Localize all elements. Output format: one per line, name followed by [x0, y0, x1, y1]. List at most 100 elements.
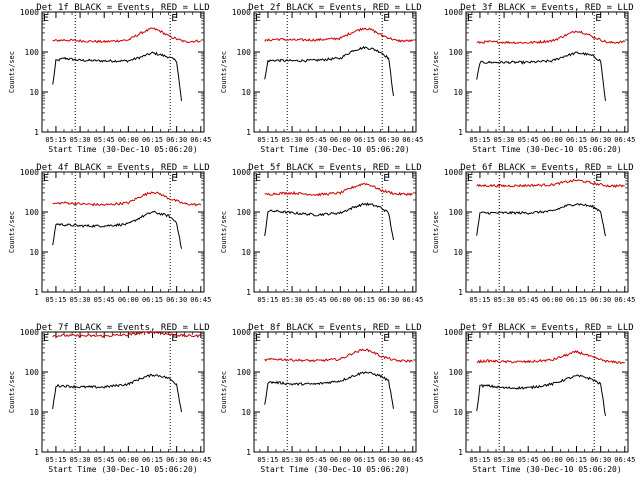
x-tick-label: 05:45: [518, 296, 539, 304]
y-tick-label: 100: [237, 208, 252, 217]
x-tick-label: 06:30: [378, 136, 399, 144]
plot-title: Det 3f BLACK = Events, RED = LLD: [460, 3, 633, 13]
events-series-line: [264, 45, 394, 96]
x-axis-label: Start Time (30-Dec-10 05:06:20): [472, 465, 621, 474]
x-tick-label: 05:15: [45, 456, 66, 464]
detector-plot-1: Det 1f BLACK = Events, RED = LLD Counts/s…: [8, 3, 211, 154]
y-tick-label: 10: [29, 408, 39, 417]
x-tick-label: 05:15: [45, 296, 66, 304]
x-tick-label: 05:30: [282, 136, 303, 144]
x-tick-label: 06:45: [190, 456, 211, 464]
x-tick-label: 06:30: [166, 136, 187, 144]
x-tick-label: 06:45: [190, 296, 211, 304]
x-tick-label: 06:45: [190, 136, 211, 144]
event-marker-label: E: [43, 173, 49, 184]
x-tick-label: 06:00: [330, 456, 351, 464]
x-tick-label: 05:15: [469, 456, 490, 464]
y-axis-label: Counts/sec: [432, 371, 440, 413]
event-marker-label: E: [595, 173, 601, 184]
x-tick-label: 06:00: [118, 456, 139, 464]
y-axis-label: Counts/sec: [432, 211, 440, 253]
detector-plot-3: Det 3f BLACK = Events, RED = LLD Counts/s…: [432, 3, 635, 154]
lld-series-line: [52, 27, 202, 44]
y-tick-label: 1000: [444, 328, 463, 337]
events-series-line: [264, 202, 394, 241]
plot-title: Det 1f BLACK = Events, RED = LLD: [36, 3, 209, 13]
plot-title: Det 6f BLACK = Events, RED = LLD: [460, 163, 633, 173]
lld-series-line: [52, 330, 202, 338]
y-tick-label: 1000: [20, 168, 39, 177]
plot-frame: [253, 171, 417, 293]
x-axis-label: Start Time (30-Dec-10 05:06:20): [472, 145, 621, 154]
x-tick-label: 06:00: [330, 296, 351, 304]
x-axis-label: Start Time (30-Dec-10 05:06:20): [260, 145, 409, 154]
y-tick-label: 1000: [232, 8, 251, 17]
y-tick-label: 1: [246, 288, 251, 297]
y-axis-label: Counts/sec: [220, 371, 228, 413]
plot-frame: [465, 11, 629, 133]
events-series-line: [476, 202, 606, 237]
y-tick-label: 100: [25, 208, 40, 217]
y-axis-label: Counts/sec: [432, 51, 440, 93]
y-tick-label: 1: [458, 288, 463, 297]
x-axis-label: Start Time (30-Dec-10 05:06:20): [260, 465, 409, 474]
detector-plot-2: Det 2f BLACK = Events, RED = LLD Counts/s…: [220, 3, 423, 154]
x-tick-label: 06:45: [614, 456, 635, 464]
x-tick-label: 05:30: [70, 296, 91, 304]
x-tick-label: 06:30: [378, 296, 399, 304]
detector-plot-8: Det 8f BLACK = Events, RED = LLD Counts/s…: [220, 323, 423, 474]
events-series-line: [52, 373, 182, 413]
x-tick-label: 05:45: [306, 296, 327, 304]
lld-series-line: [264, 182, 414, 197]
y-axis-label: Counts/sec: [220, 211, 228, 253]
plot-frame: [41, 171, 205, 293]
plot-title: Det 8f BLACK = Events, RED = LLD: [248, 323, 421, 333]
event-marker-label: E: [171, 173, 177, 184]
detector-plot-6: Det 6f BLACK = Events, RED = LLD Counts/s…: [432, 163, 635, 304]
x-tick-label: 06:15: [142, 296, 163, 304]
x-tick-label: 06:30: [378, 456, 399, 464]
y-tick-label: 100: [449, 368, 464, 377]
x-tick-label: 05:15: [257, 456, 278, 464]
detector-plot-9: Det 9f BLACK = Events, RED = LLD Counts/s…: [432, 323, 635, 474]
y-tick-label: 1: [34, 128, 39, 137]
y-tick-label: 10: [241, 88, 251, 97]
x-tick-label: 06:00: [330, 136, 351, 144]
x-tick-label: 06:15: [354, 136, 375, 144]
x-tick-label: 06:15: [354, 296, 375, 304]
plot-title: Det 5f BLACK = Events, RED = LLD: [248, 163, 421, 173]
x-tick-label: 06:30: [590, 296, 611, 304]
y-tick-label: 1: [246, 448, 251, 457]
y-tick-label: 10: [453, 88, 463, 97]
event-marker-label: E: [43, 333, 49, 344]
detector-plot-7: Det 7f BLACK = Events, RED = LLD Counts/s…: [8, 323, 211, 474]
x-tick-label: 05:30: [70, 136, 91, 144]
x-tick-label: 05:15: [257, 136, 278, 144]
y-tick-label: 1: [458, 448, 463, 457]
x-tick-label: 05:45: [94, 136, 115, 144]
x-tick-label: 06:45: [614, 296, 635, 304]
lld-series-line: [264, 348, 413, 363]
x-tick-label: 05:45: [306, 456, 327, 464]
event-marker-label: E: [383, 13, 389, 24]
x-tick-label: 06:00: [118, 136, 139, 144]
x-tick-label: 06:00: [542, 136, 563, 144]
x-tick-label: 06:00: [542, 296, 563, 304]
detector-plot-5: Det 5f BLACK = Events, RED = LLD Counts/s…: [220, 163, 423, 304]
events-series-line: [476, 374, 606, 416]
events-series-line: [476, 51, 606, 101]
event-marker-label: E: [255, 13, 261, 24]
event-marker-label: E: [595, 333, 601, 344]
lld-series-line: [264, 27, 414, 43]
y-tick-label: 1000: [444, 8, 463, 17]
y-tick-label: 1: [34, 288, 39, 297]
x-tick-label: 06:30: [590, 456, 611, 464]
y-tick-label: 1: [458, 128, 463, 137]
x-tick-label: 06:15: [566, 296, 587, 304]
x-tick-label: 06:00: [542, 456, 563, 464]
y-tick-label: 10: [241, 248, 251, 257]
x-tick-label: 06:45: [402, 136, 423, 144]
y-tick-label: 1: [34, 448, 39, 457]
x-tick-label: 05:15: [469, 296, 490, 304]
